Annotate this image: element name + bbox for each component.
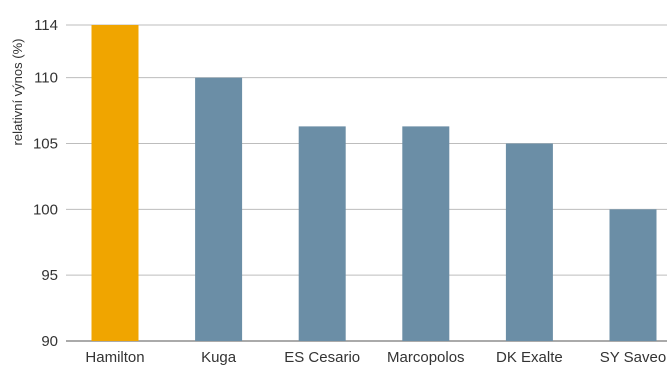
y-tick-labels: 90 95 100 105 110 114 (33, 17, 58, 350)
y-tick-label: 90 (41, 333, 58, 350)
y-axis-label: relativní výnos (%) (10, 39, 25, 146)
x-tick-label: Kuga (201, 349, 237, 366)
y-tick-label: 105 (33, 136, 58, 153)
bar-marcopolos (402, 126, 450, 341)
x-tick-label: DK Exalte (496, 349, 563, 366)
bar-layer (91, 25, 657, 342)
bar-kuga (195, 77, 243, 342)
x-tick-label: ES Cesario (284, 349, 360, 366)
y-tick-label: 95 (41, 267, 58, 284)
bar-sy-saveo (609, 209, 657, 341)
x-tick-labels: Hamilton Kuga ES Cesario Marcopolos DK Exalt… (85, 349, 666, 366)
bar-es-cesario (298, 126, 346, 341)
bar-dk-exalte (505, 143, 553, 341)
y-tick-label: 110 (34, 70, 58, 87)
x-tick-label: Marcopolos (387, 349, 465, 366)
x-tick-label: Hamilton (85, 349, 144, 366)
grid-layer (66, 24, 667, 342)
y-tick-label: 100 (33, 201, 58, 218)
x-tick-label: SY Saveo (600, 349, 666, 366)
y-tick-label: 114 (34, 17, 58, 34)
bar-hamilton (91, 25, 139, 341)
